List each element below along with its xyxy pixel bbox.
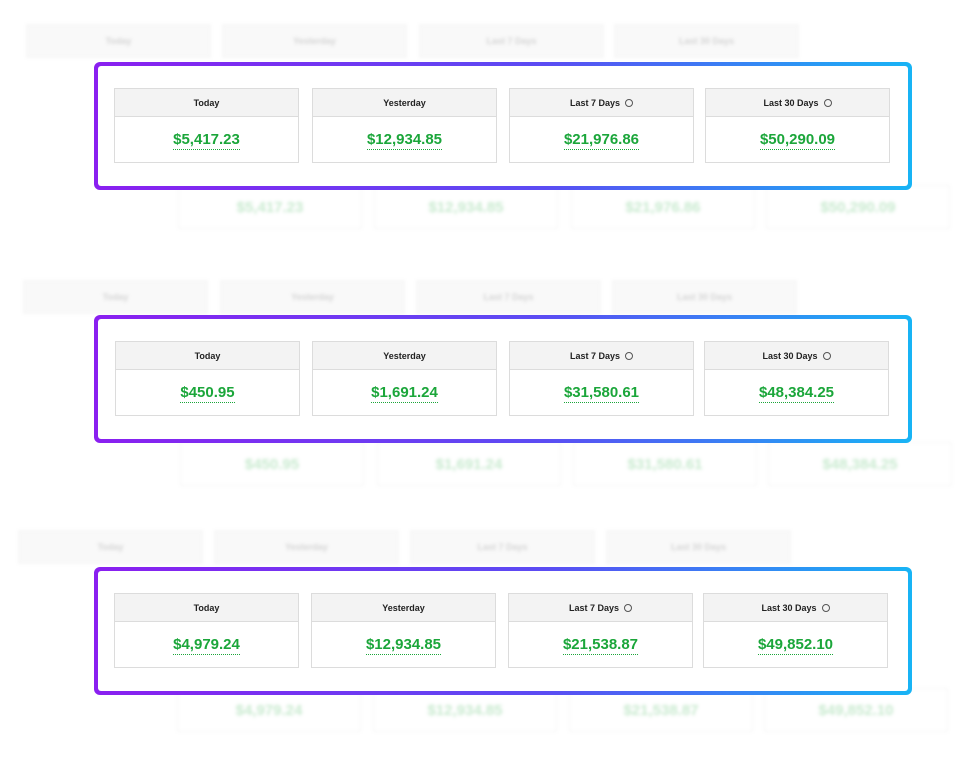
- stat-card-value-row: $49,852.10: [704, 622, 887, 668]
- stats-panel-3: Today $4,979.24 Yesterday $12,934.85 Las…: [94, 567, 912, 695]
- stat-card-header: Today: [115, 89, 298, 117]
- stat-card-value[interactable]: $12,934.85: [365, 635, 442, 655]
- stat-card-value[interactable]: $4,979.24: [173, 635, 240, 655]
- stat-card-value[interactable]: $21,976.86: [563, 130, 640, 150]
- stat-card-last-30-days: Last 30 Days $48,384.25: [704, 341, 889, 416]
- ghost-value: $48,384.25: [768, 442, 952, 486]
- stat-card-label: Yesterday: [383, 97, 426, 108]
- stat-card-header: Yesterday: [313, 89, 496, 117]
- ghost-tab: Last 7 Days: [416, 280, 601, 314]
- clock-icon: [821, 603, 830, 612]
- ghost-value: $12,934.85: [374, 185, 558, 229]
- stat-card-header: Last 7 Days: [509, 594, 692, 622]
- clock-icon: [625, 351, 634, 360]
- ghost-tab: Yesterday: [222, 24, 407, 58]
- stat-card-label: Last 7 Days: [569, 350, 621, 361]
- ghost-tab: Today: [18, 530, 203, 564]
- stat-card-header: Last 7 Days: [510, 342, 693, 370]
- stat-card-label: Today: [194, 350, 221, 361]
- stat-card-header: Last 30 Days: [706, 89, 889, 117]
- stats-panel-2: Today $450.95 Yesterday $1,691.24 Last 7…: [94, 315, 912, 443]
- stat-card-yesterday: Yesterday $12,934.85: [312, 88, 497, 163]
- stat-card-value[interactable]: $1,691.24: [371, 383, 438, 403]
- stat-card-value-row: $21,538.87: [509, 622, 692, 668]
- ghost-value: $50,290.09: [766, 185, 950, 229]
- ghost-tab: Today: [23, 280, 208, 314]
- stat-card-last-7-days: Last 7 Days $31,580.61: [509, 341, 694, 416]
- stat-card-today: Today $5,417.23: [114, 88, 299, 163]
- ghost-value: $1,691.24: [377, 442, 561, 486]
- stat-card-last-7-days: Last 7 Days $21,538.87: [508, 593, 693, 668]
- ghost-tab: Today: [26, 24, 211, 58]
- stat-card-value[interactable]: $49,852.10: [757, 635, 834, 655]
- stat-card-label: Yesterday: [382, 602, 425, 613]
- stat-card-yesterday: Yesterday $1,691.24: [312, 341, 497, 416]
- stat-card-header: Yesterday: [312, 594, 495, 622]
- clock-icon: [624, 603, 633, 612]
- stat-card-label: Yesterday: [383, 350, 426, 361]
- ghost-value: $4,979.24: [177, 688, 361, 732]
- ghost-value: $450.95: [180, 442, 364, 486]
- stat-card-value-row: $21,976.86: [510, 117, 693, 163]
- ghost-tab: Last 30 Days: [606, 530, 791, 564]
- stat-card-last-30-days: Last 30 Days $50,290.09: [705, 88, 890, 163]
- stat-card-label: Last 30 Days: [763, 97, 819, 108]
- stat-card-last-7-days: Last 7 Days $21,976.86: [509, 88, 694, 163]
- stat-card-value-row: $12,934.85: [313, 117, 496, 163]
- stat-card-today: Today $4,979.24: [114, 593, 299, 668]
- stat-card-value-row: $12,934.85: [312, 622, 495, 668]
- stat-card-value-row: $1,691.24: [313, 370, 496, 416]
- stat-card-value[interactable]: $21,538.87: [562, 635, 639, 655]
- stat-card-value[interactable]: $31,580.61: [563, 383, 640, 403]
- ghost-value: $21,976.86: [571, 185, 755, 229]
- stat-card-value-row: $48,384.25: [705, 370, 888, 416]
- stat-card-header: Last 30 Days: [705, 342, 888, 370]
- ghost-value: $49,852.10: [764, 688, 948, 732]
- clock-icon: [625, 98, 634, 107]
- stat-card-value-row: $31,580.61: [510, 370, 693, 416]
- ghost-tab: Last 7 Days: [410, 530, 595, 564]
- clock-icon: [823, 98, 832, 107]
- stat-card-header: Today: [116, 342, 299, 370]
- ghost-tab: Last 30 Days: [612, 280, 797, 314]
- stat-card-value-row: $5,417.23: [115, 117, 298, 163]
- ghost-value: $5,417.23: [178, 185, 362, 229]
- stats-panel-body: Today $5,417.23 Yesterday $12,934.85 Las…: [98, 66, 908, 186]
- stat-card-label: Today: [193, 97, 220, 108]
- ghost-tab: Yesterday: [214, 530, 399, 564]
- stat-card-label: Last 30 Days: [762, 350, 818, 361]
- stat-card-label: Last 7 Days: [568, 602, 620, 613]
- stat-card-value[interactable]: $50,290.09: [759, 130, 836, 150]
- stat-card-header: Last 7 Days: [510, 89, 693, 117]
- stat-card-header: Last 30 Days: [704, 594, 887, 622]
- stats-panel-1: Today $5,417.23 Yesterday $12,934.85 Las…: [94, 62, 912, 190]
- stats-panel-body: Today $4,979.24 Yesterday $12,934.85 Las…: [98, 571, 908, 691]
- stats-panel-body: Today $450.95 Yesterday $1,691.24 Last 7…: [98, 319, 908, 439]
- stat-card-value[interactable]: $48,384.25: [758, 383, 835, 403]
- stat-card-label: Today: [193, 602, 220, 613]
- ghost-tab: Yesterday: [220, 280, 405, 314]
- stat-card-value[interactable]: $12,934.85: [366, 130, 443, 150]
- stat-card-value[interactable]: $5,417.23: [173, 130, 240, 150]
- stat-card-value-row: $4,979.24: [115, 622, 298, 668]
- stat-card-value[interactable]: $450.95: [180, 383, 235, 403]
- stat-card-label: Last 7 Days: [569, 97, 621, 108]
- stat-card-today: Today $450.95: [115, 341, 300, 416]
- stat-card-value-row: $450.95: [116, 370, 299, 416]
- stat-card-header: Yesterday: [313, 342, 496, 370]
- ghost-value: $31,580.61: [573, 442, 757, 486]
- ghost-value: $12,934.85: [373, 688, 557, 732]
- stat-card-yesterday: Yesterday $12,934.85: [311, 593, 496, 668]
- stat-card-header: Today: [115, 594, 298, 622]
- stat-card-last-30-days: Last 30 Days $49,852.10: [703, 593, 888, 668]
- ghost-tab: Last 30 Days: [614, 24, 799, 58]
- stat-card-value-row: $50,290.09: [706, 117, 889, 163]
- stat-card-label: Last 30 Days: [761, 602, 817, 613]
- ghost-tab: Last 7 Days: [419, 24, 604, 58]
- clock-icon: [822, 351, 831, 360]
